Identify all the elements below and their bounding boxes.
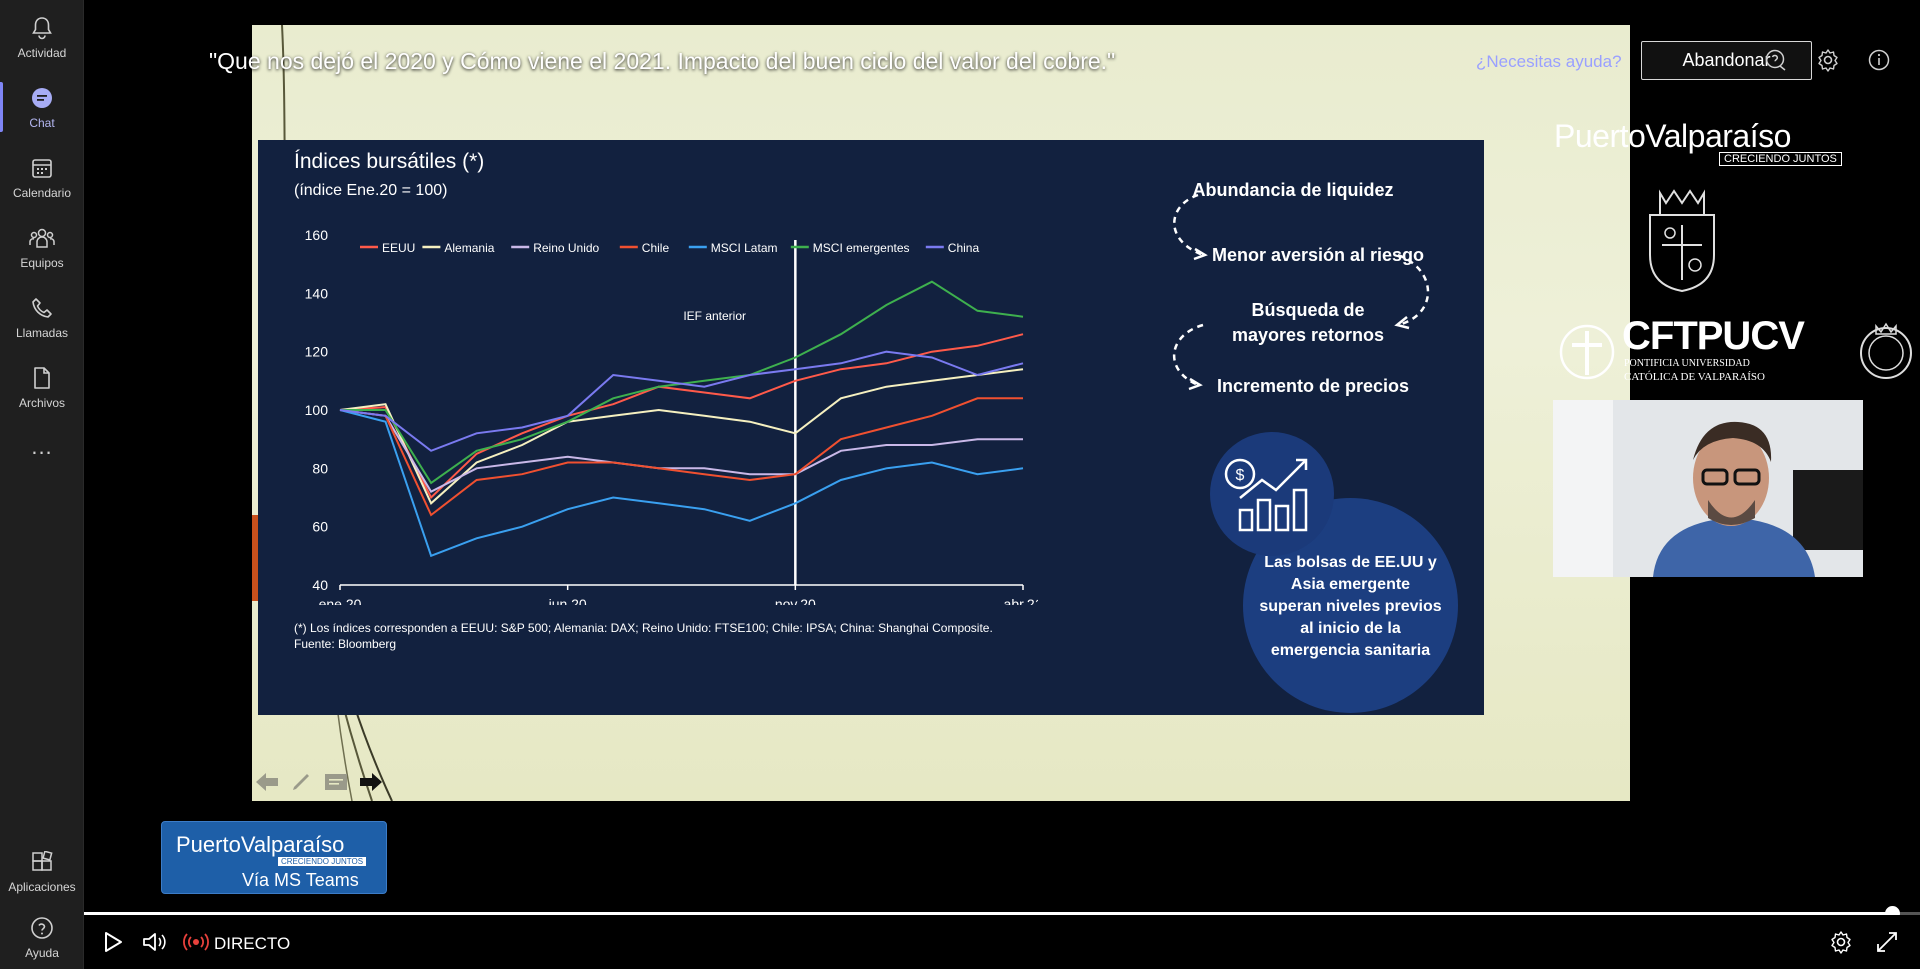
chart-source: Fuente: Bloomberg xyxy=(294,637,397,651)
puerto-valparaiso-logo: PuertoValparaíso CRECIENDO JUNTOS xyxy=(1554,118,1854,178)
rail-item-actividad[interactable]: Actividad xyxy=(0,2,84,72)
y-tick-label: 160 xyxy=(305,227,329,243)
help-icon xyxy=(28,914,56,942)
chat-icon xyxy=(28,84,56,112)
rail-item-aplicaciones[interactable]: Aplicaciones xyxy=(0,836,84,906)
series-line-msci-latam xyxy=(339,409,1024,558)
live-label: DIRECTO xyxy=(214,934,291,953)
live-event-stage: Índices bursátiles (*) (índice Ene.20 = … xyxy=(84,0,1920,905)
rail-item-ayuda[interactable]: Ayuda xyxy=(0,906,84,968)
y-tick-label: 120 xyxy=(305,344,329,360)
series-line-eeuu xyxy=(339,333,1024,500)
university-crest-icon xyxy=(1640,185,1724,300)
teams-icon xyxy=(28,224,56,252)
rail-item-equipos[interactable]: Equipos xyxy=(0,212,84,282)
y-tick-label: 40 xyxy=(312,577,328,593)
flow-step-3: Búsqueda de mayores retornos xyxy=(1231,300,1385,345)
series-line-reino-unido xyxy=(339,409,1023,494)
legend-label: MSCI emergentes xyxy=(813,241,910,255)
calendar-icon xyxy=(28,154,56,182)
chart-subtitle: (índice Ene.20 = 100) xyxy=(294,182,448,199)
pen-icon[interactable] xyxy=(290,771,314,798)
rail-item-label: Llamadas xyxy=(15,326,69,340)
x-tick-label: abr.21 xyxy=(1004,596,1038,605)
phone-icon xyxy=(28,294,56,322)
apps-icon xyxy=(28,848,56,876)
y-tick-label: 140 xyxy=(305,285,329,301)
series-line-chile xyxy=(339,397,1023,517)
arrow-left-icon[interactable] xyxy=(254,771,280,798)
rail-item-label: Chat xyxy=(29,116,55,130)
file-icon xyxy=(28,364,56,392)
legend-label: EEUU xyxy=(382,241,415,255)
info-icon[interactable] xyxy=(1867,48,1893,74)
legend-label: Alemania xyxy=(444,241,494,255)
reference-line-label: IEF anterior xyxy=(683,309,746,323)
rail-item-label: Calendario xyxy=(12,186,72,200)
rail-item-calendario[interactable]: Calendario xyxy=(0,142,84,212)
live-broadcast-icon xyxy=(183,932,209,957)
settings-icon[interactable] xyxy=(1816,48,1842,74)
rail-item-label: Ayuda xyxy=(25,946,59,960)
legend-label: China xyxy=(948,241,980,255)
player-settings-icon[interactable] xyxy=(1829,930,1853,959)
growth-chart-icon: $ xyxy=(1224,458,1308,532)
svg-text:$: $ xyxy=(1236,467,1245,484)
x-tick-label: nov.20 xyxy=(775,596,816,605)
legend-label: MSCI Latam xyxy=(711,241,778,255)
x-tick-label: jun.20 xyxy=(548,596,587,605)
flow-step-2: Menor aversión al riesgo xyxy=(1211,245,1425,265)
help-link[interactable]: ¿Necesitas ayuda? xyxy=(1476,52,1622,71)
ellipsis-icon: ... xyxy=(31,434,53,459)
y-tick-label: 80 xyxy=(312,460,328,476)
qa-icon[interactable] xyxy=(1764,48,1790,74)
y-tick-label: 100 xyxy=(305,402,329,418)
presenter-video xyxy=(1553,400,1863,577)
slide-nav-controls xyxy=(254,771,384,798)
flow-step-1: Abundancia de liquidez xyxy=(1192,180,1394,200)
player-controls: DIRECTO xyxy=(84,915,1920,969)
y-tick-label: 60 xyxy=(312,519,328,535)
series-line-alemania xyxy=(339,368,1024,505)
rail-item-label: Actividad xyxy=(17,46,67,60)
menu-icon[interactable] xyxy=(324,772,348,797)
rail-item-label: Equipos xyxy=(20,256,64,270)
rail-item-label: Aplicaciones xyxy=(8,880,76,894)
chart-title: Índices bursátiles (*) xyxy=(294,150,485,173)
chart-panel: Índices bursátiles (*) (índice Ene.20 = … xyxy=(258,140,1484,715)
cftpucv-logo: CFTPUCV PONTIFICIA UNIVERSIDAD CATÓLICA … xyxy=(1558,314,1920,386)
rail-item-llamadas[interactable]: Llamadas xyxy=(0,282,84,352)
bell-icon xyxy=(28,14,56,42)
rail-item-label: Archivos xyxy=(18,396,65,410)
cross-emblem-icon xyxy=(1559,324,1615,380)
x-tick-label: ene.20 xyxy=(319,596,362,605)
university-seal-icon xyxy=(1860,322,1912,379)
flow-arrows xyxy=(1172,193,1430,391)
ms-teams-badge: PuertoValparaíso CRECIENDO JUNTOS Vía MS… xyxy=(161,821,387,894)
icon-circle: $ xyxy=(1210,432,1334,556)
chart-footnote: (*) Los índices corresponden a EEUU: S&P… xyxy=(294,620,993,652)
volume-icon[interactable] xyxy=(142,931,168,958)
leave-button[interactable]: Abandonar xyxy=(1641,41,1812,80)
app-rail: Actividad Chat Calendario Equipos Llamad… xyxy=(0,0,84,969)
line-chart: 40 60 80 100 120 140 160 ene.20 jun.20 nov.20 abr.… xyxy=(305,227,1038,605)
more-apps-button[interactable]: ... xyxy=(0,422,84,472)
play-icon[interactable] xyxy=(103,931,123,958)
presenter-person-icon xyxy=(1553,400,1863,577)
rail-item-archivos[interactable]: Archivos xyxy=(0,352,84,422)
legend-label: Reino Unido xyxy=(533,241,599,255)
flow-step-4: Incremento de precios xyxy=(1216,376,1410,396)
legend-label: Chile xyxy=(642,241,670,255)
progress-fill xyxy=(84,912,1893,915)
arrow-right-icon[interactable] xyxy=(358,771,384,798)
highlight-text: Las bolsas de EE.UU y Asia emergente sup… xyxy=(1259,554,1442,659)
event-title: "Que nos dejó el 2020 y Cómo viene el 20… xyxy=(209,48,1116,74)
fullscreen-icon[interactable] xyxy=(1875,930,1899,959)
series-line-china xyxy=(339,350,1024,452)
chart-note: (*) Los índices corresponden a EEUU: S&P… xyxy=(294,621,993,635)
rail-item-chat[interactable]: Chat xyxy=(0,72,84,142)
